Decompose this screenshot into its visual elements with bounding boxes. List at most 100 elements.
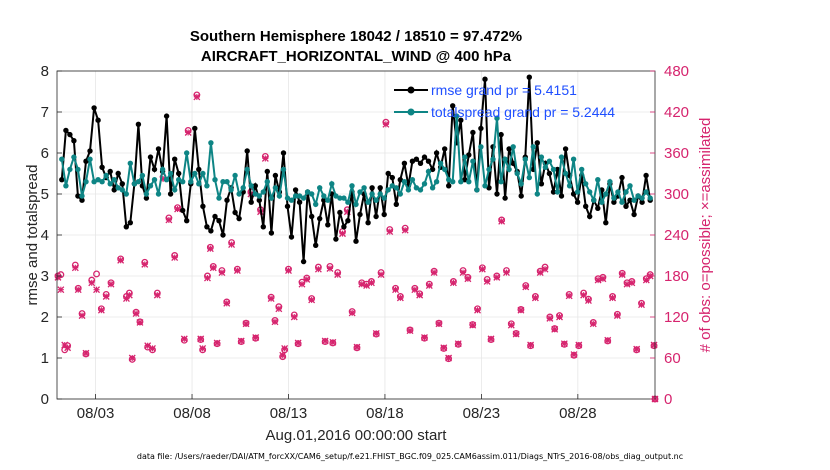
rmse-series-point [172, 156, 178, 162]
rmse-series-point [300, 258, 307, 265]
rmse-series-point [462, 177, 468, 183]
rmse-series-point [558, 193, 565, 199]
totalspread-series-point [212, 177, 218, 183]
x-tick-label: 08/03 [77, 405, 115, 422]
totalspread-series-point [522, 156, 528, 162]
totalspread-series-point [276, 193, 283, 199]
rmse-series-point [200, 203, 206, 209]
obs-assimilated-point [252, 334, 260, 341]
chart-title-line1: Southern Hemisphere 18042 / 18510 = 97.4… [190, 28, 522, 45]
totalspread-series-point [309, 191, 315, 197]
totalspread-series-point [71, 154, 77, 160]
rmse-series-point [643, 172, 649, 179]
obs-assimilated-point [348, 309, 356, 317]
totalspread-series-point [268, 195, 275, 201]
obs-assimilated-point [435, 320, 443, 328]
totalspread-series-point [506, 166, 512, 173]
totalspread-series-point [570, 156, 577, 162]
totalspread-series-point [587, 189, 593, 195]
rmse-series-point [208, 228, 214, 234]
obs-assimilated-point [74, 286, 82, 294]
obs-assimilated-point [281, 344, 289, 352]
obs-assimilated-point [93, 286, 101, 294]
totalspread-series-point [442, 166, 448, 173]
rmse-series-point [59, 177, 65, 183]
obs-assimilated-point [303, 275, 311, 283]
totalspread-series-point [151, 177, 158, 183]
rmse-series-point [498, 131, 504, 138]
rmse-series-point [442, 146, 448, 152]
totalspread-series-point [236, 191, 242, 197]
totalspread-series-point [280, 166, 287, 173]
totalspread-series-point [244, 166, 250, 173]
obs-assimilated-point [117, 256, 125, 264]
rmse-series-point [486, 185, 492, 191]
obs-assimilated-point [459, 269, 467, 277]
footer-data-file: data file: /Users/raeder/DAI/ATM_forcXX/… [137, 452, 683, 461]
totalspread-series-point [647, 195, 653, 201]
totalspread-series-point [83, 179, 89, 185]
rmse-series-point [458, 117, 464, 123]
rmse-series-point [163, 113, 170, 119]
obs-assimilated-point [171, 254, 179, 262]
left-tick-label: 4 [41, 227, 49, 244]
totalspread-series-point [526, 174, 532, 181]
totalspread-series-point [413, 185, 420, 191]
totalspread-series-point [216, 195, 222, 201]
right-tick-label: 0 [664, 391, 672, 408]
legend-rmse-marker [407, 86, 415, 94]
totalspread-series-point [595, 177, 601, 183]
obs-assimilated-point [228, 241, 236, 249]
obs-assimilated-point [213, 339, 221, 347]
obs-assimilated-point [609, 294, 617, 302]
totalspread-series-point [385, 187, 391, 193]
totalspread-series-point [365, 199, 371, 205]
rmse-series-point [631, 211, 637, 218]
obs-assimilated-point [88, 279, 96, 287]
rmse-series-point [353, 238, 359, 244]
rmse-series-point [212, 213, 218, 220]
totalspread-series-point [518, 181, 524, 187]
obs-assimilated-point [223, 299, 231, 307]
totalspread-series-point [252, 191, 258, 197]
totalspread-series-point [498, 179, 504, 185]
totalspread-series-point [232, 172, 238, 179]
obs-assimilated-point [392, 286, 400, 294]
obs-assimilated-point [618, 271, 626, 279]
rmse-series-point [204, 224, 210, 230]
rmse-series-point [216, 218, 222, 224]
rmse-series-point [119, 181, 126, 187]
totalspread-series-point [591, 197, 597, 203]
obs-assimilated-point [102, 293, 110, 300]
obs-assimilated-point [153, 291, 161, 299]
obs-assimilated-point [411, 286, 419, 294]
rmse-series-point [99, 164, 105, 170]
rmse-series-point [619, 174, 625, 181]
rmse-series-point [180, 207, 186, 214]
totalspread-series-point [397, 191, 403, 197]
totalspread-series-point [131, 181, 138, 187]
totalspread-series-point [405, 187, 412, 193]
rmse-series-point [167, 191, 174, 197]
obs-assimilated-point [267, 295, 275, 303]
totalspread-series-point [123, 191, 129, 197]
left-tick-label: 3 [41, 268, 49, 285]
obs-assimilated-point [517, 306, 525, 314]
rmse-series-point [244, 148, 250, 154]
obs-assimilated-point [78, 312, 86, 320]
obs-assimilated-point [363, 282, 371, 290]
totalspread-series-point [510, 144, 516, 150]
rmse-series-point [107, 168, 113, 175]
rmse-series-point [184, 218, 190, 224]
rmse-series-point [554, 166, 561, 173]
obs-assimilated-point [633, 345, 641, 353]
obs-assimilated-point [367, 279, 375, 287]
left-tick-label: 1 [41, 350, 49, 367]
obs-assimilated-point [314, 265, 322, 273]
rmse-series-point [393, 201, 399, 207]
obs-assimilated-point [638, 301, 645, 309]
rmse-series-point [284, 203, 291, 209]
obs-assimilated-point [507, 321, 515, 329]
rmse-series-point [357, 211, 363, 218]
obs-assimilated-point [294, 339, 302, 347]
